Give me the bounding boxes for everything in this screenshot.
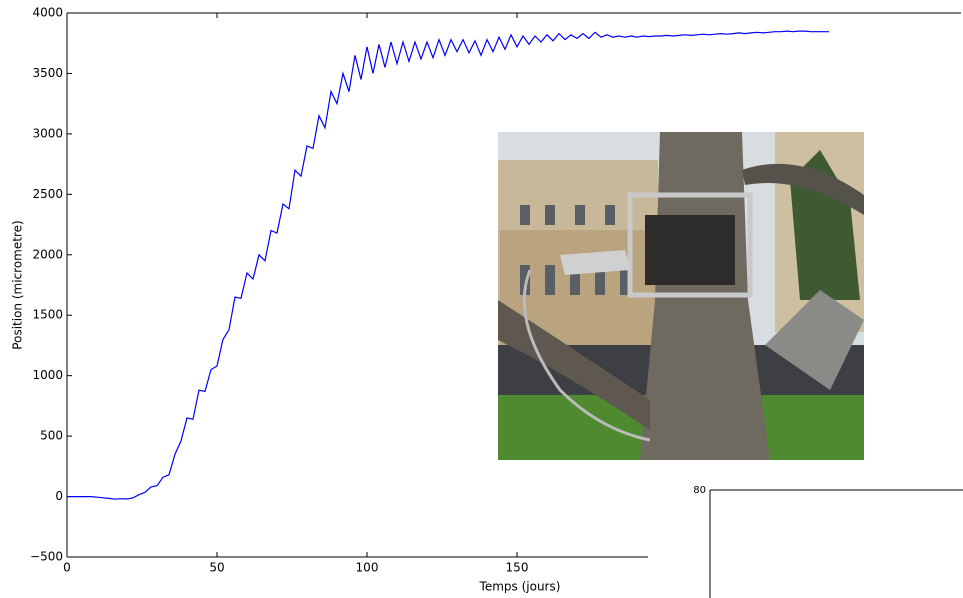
x-tick-label: 150	[506, 561, 529, 575]
y-tick-label: 3500	[32, 66, 63, 80]
y-tick-label: 1000	[32, 368, 63, 382]
y-tick-label: 4000	[32, 6, 63, 20]
y-axis-label: Position (micrometre)	[11, 220, 25, 349]
x-tick-label: 50	[209, 561, 224, 575]
y-tick-label: 1500	[32, 308, 63, 322]
x-tick-label: 0	[63, 561, 71, 575]
x-tick-label: 100	[356, 561, 379, 575]
data-line	[67, 30, 829, 500]
y-tick-label: 2500	[32, 187, 63, 201]
y-tick-label: −500	[30, 550, 63, 564]
y-tick-label: 80	[693, 485, 706, 496]
y-tick-label: 2000	[32, 247, 63, 261]
photo	[498, 132, 864, 460]
y-tick-label: 500	[40, 429, 63, 443]
y-tick-label: 0	[55, 489, 63, 503]
y-tick-label: 3000	[32, 126, 63, 140]
x-axis-label: Temps (jours)	[479, 580, 561, 594]
second-chart: 80	[648, 478, 963, 598]
